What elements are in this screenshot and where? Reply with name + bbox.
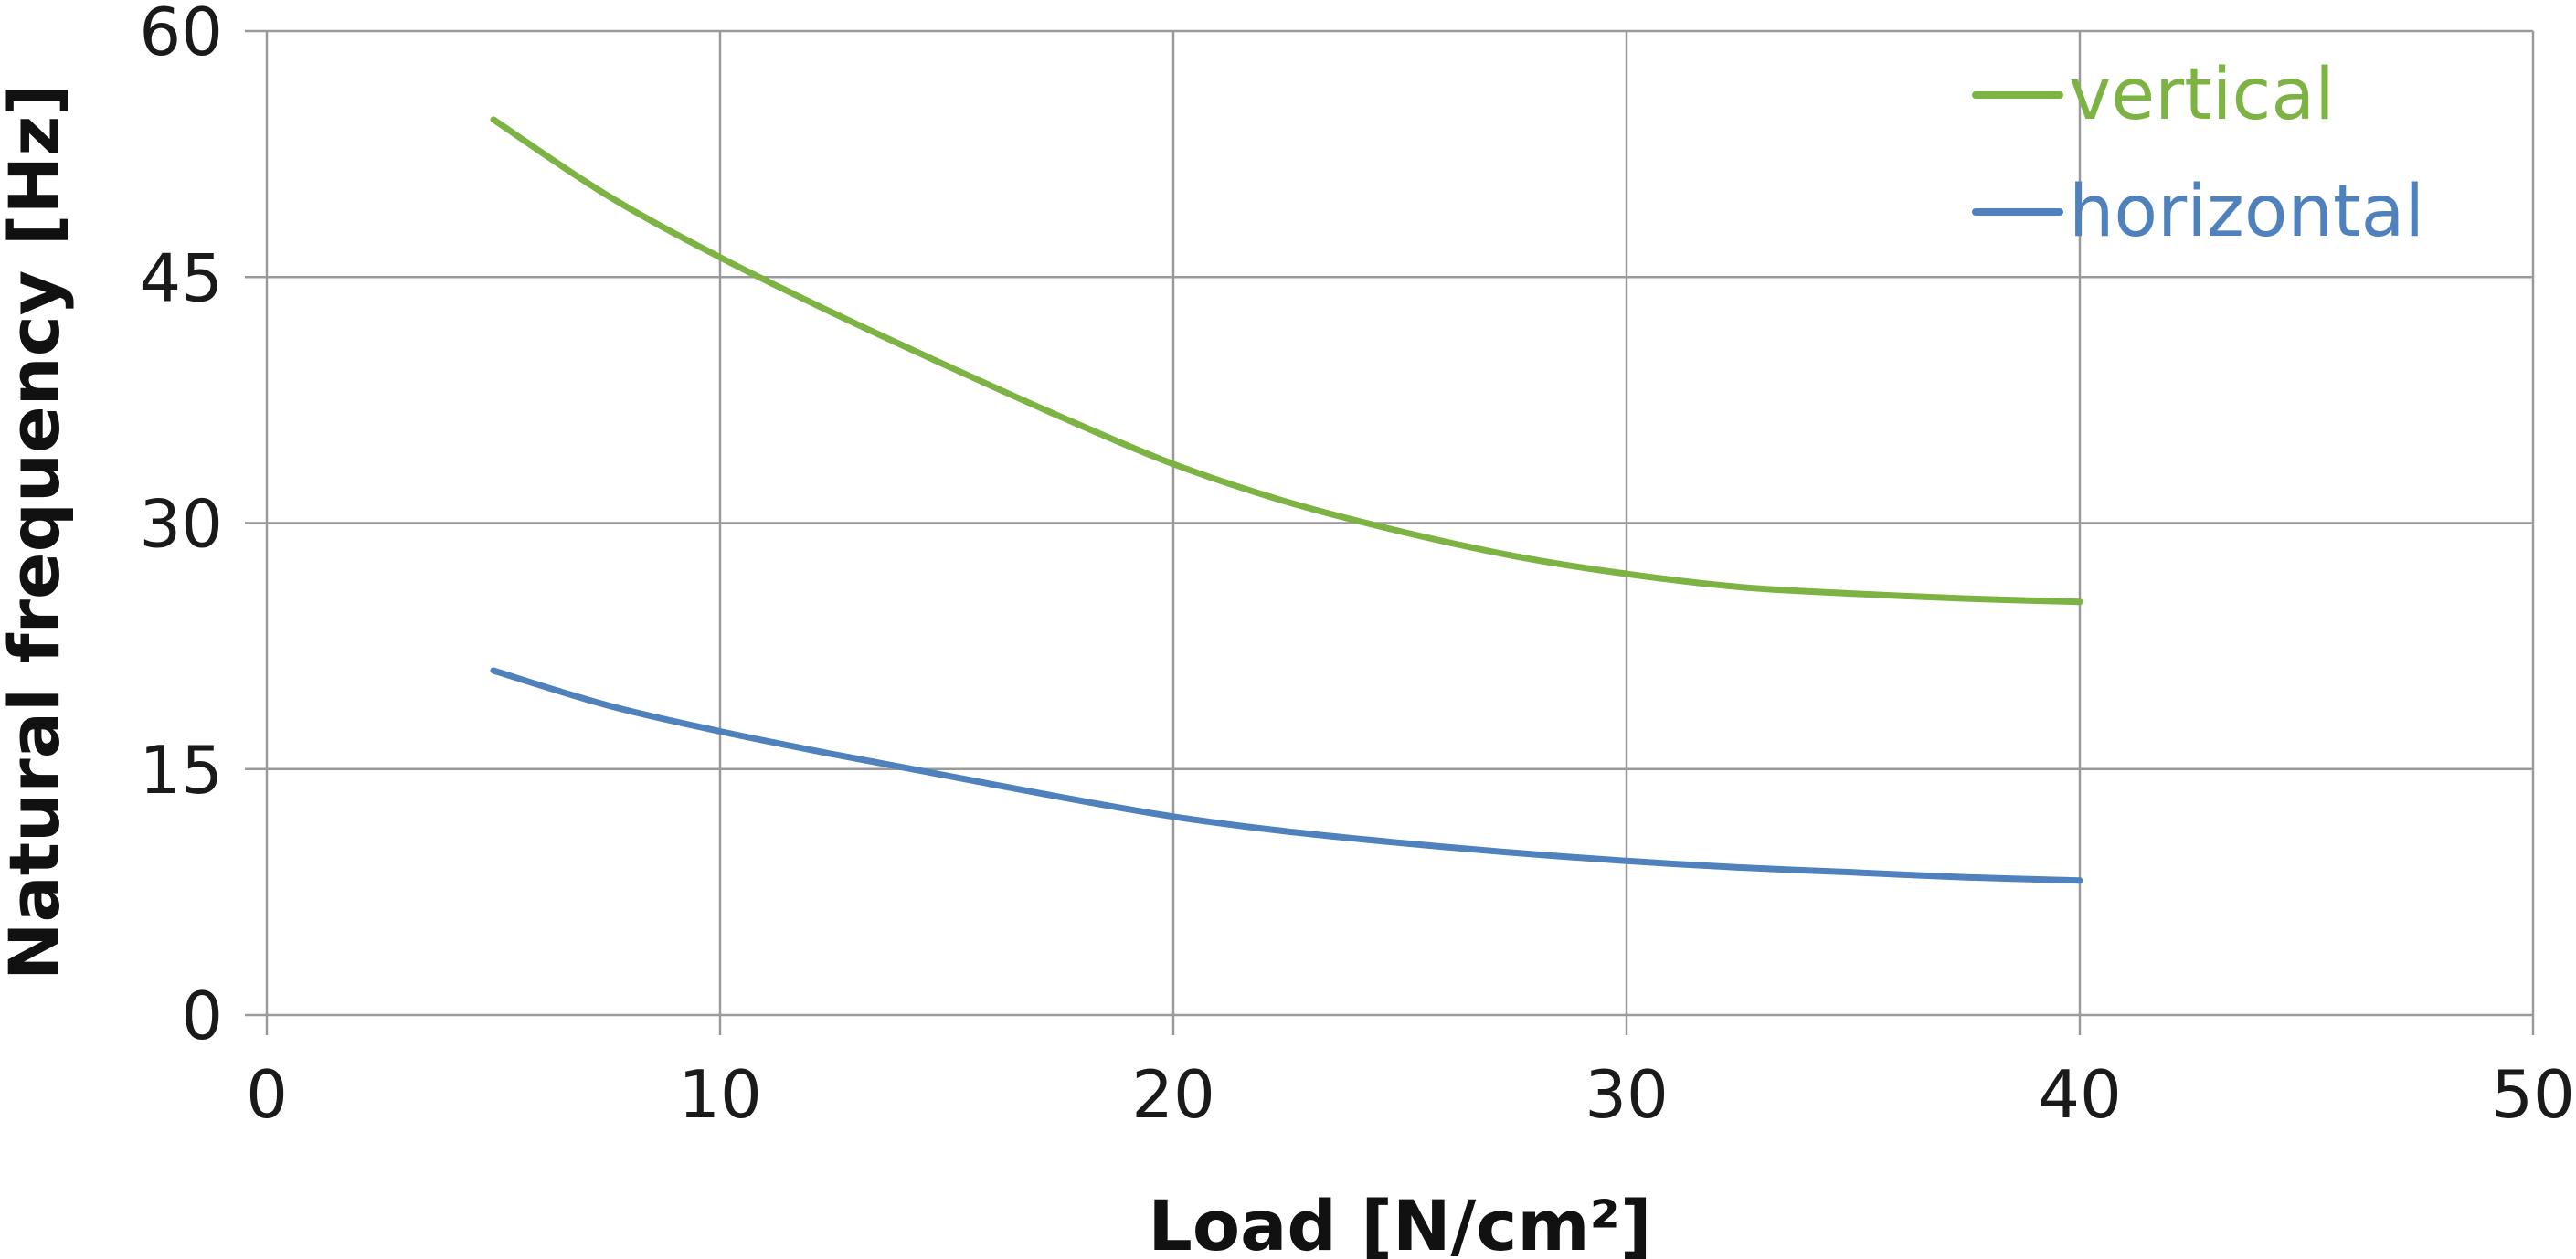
x-tick-label: 30 bbox=[1585, 1056, 1669, 1133]
y-tick-label: 0 bbox=[181, 978, 223, 1054]
y-axis-title: Natural frequency [Hz] bbox=[0, 84, 75, 980]
axes bbox=[245, 29, 2535, 1035]
x-axis-title: Load [N/cm²] bbox=[1148, 1185, 1651, 1259]
y-tick-label: 15 bbox=[139, 732, 223, 809]
series-line-horizontal bbox=[490, 667, 2083, 884]
legend-label-vertical: vertical bbox=[2069, 54, 2335, 136]
series-line-vertical bbox=[490, 116, 2083, 606]
legend-label-horizontal: horizontal bbox=[2069, 171, 2424, 253]
series-lines bbox=[490, 116, 2083, 884]
y-tick-label: 60 bbox=[139, 0, 223, 70]
legend: vertical horizontal bbox=[1972, 54, 2424, 253]
tick-labels: 0 10 20 30 40 50 0 15 30 45 60 bbox=[139, 0, 2574, 1133]
x-tick-label: 40 bbox=[2038, 1056, 2122, 1133]
x-tick-label: 20 bbox=[1131, 1056, 1215, 1133]
x-tick-label: 50 bbox=[2491, 1056, 2575, 1133]
y-tick-label: 45 bbox=[139, 239, 223, 316]
y-tick-label: 30 bbox=[139, 486, 223, 563]
x-tick-label: 10 bbox=[678, 1056, 762, 1133]
x-tick-label: 0 bbox=[246, 1056, 288, 1133]
